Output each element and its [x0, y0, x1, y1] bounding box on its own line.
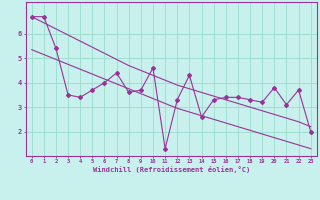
- X-axis label: Windchill (Refroidissement éolien,°C): Windchill (Refroidissement éolien,°C): [92, 166, 250, 173]
